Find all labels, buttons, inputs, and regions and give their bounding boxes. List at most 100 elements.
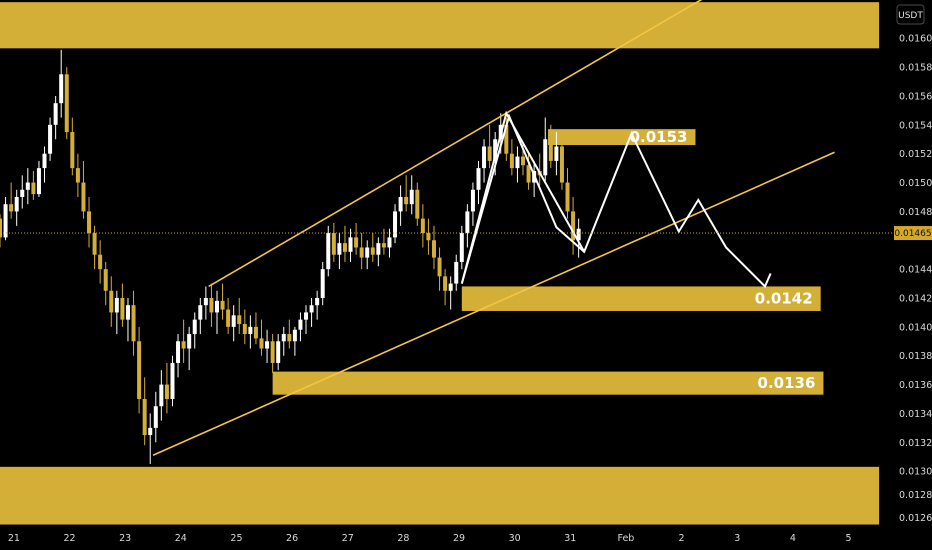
candle-body <box>53 103 58 125</box>
candle-body <box>148 427 153 436</box>
candle-body <box>81 182 86 212</box>
candle-body <box>326 233 331 270</box>
candle-body <box>565 182 570 212</box>
candle-body <box>153 406 158 428</box>
candle-body <box>415 189 420 219</box>
unit-label: USDT <box>898 11 923 21</box>
candle-body <box>404 196 409 205</box>
time-tick-label: 24 <box>175 533 187 544</box>
candle-body <box>248 326 253 335</box>
candle-body <box>337 243 342 255</box>
candle-body <box>176 341 181 363</box>
time-tick-label: 27 <box>342 533 354 544</box>
candle-body <box>576 228 581 241</box>
candle-body <box>398 196 403 212</box>
candle-body <box>75 168 80 183</box>
candle-body <box>482 146 487 169</box>
candle-body <box>309 305 314 313</box>
zone-0153-label: 0.0153 <box>630 128 688 146</box>
candle-body <box>526 165 531 183</box>
price-tick-label: 0.01284 <box>899 490 932 501</box>
candle-body <box>426 233 431 241</box>
candle-body <box>420 218 425 234</box>
candle-body <box>103 269 108 291</box>
time-tick-label: 26 <box>286 533 298 544</box>
bottom-zone <box>0 466 880 525</box>
candle-body <box>92 233 97 255</box>
candle-body <box>198 305 203 320</box>
candle-body <box>253 326 258 339</box>
candle-body <box>181 341 186 349</box>
candle-body <box>387 237 392 248</box>
candle-body <box>393 211 398 238</box>
candle-body <box>470 189 475 212</box>
candle-body <box>571 211 576 241</box>
candle-body <box>109 290 114 313</box>
candle-body <box>437 257 442 277</box>
candle-body <box>376 243 381 255</box>
time-axis-panel <box>0 526 932 550</box>
candle-body <box>203 297 208 306</box>
candle-body <box>521 156 526 166</box>
time-tick-label: 3 <box>734 533 740 544</box>
candle-body <box>3 204 8 238</box>
candle-body <box>131 305 136 342</box>
candle-body <box>137 341 142 400</box>
candle-body <box>87 211 92 234</box>
zone-0136 <box>272 371 824 395</box>
candle-body <box>509 153 514 169</box>
projection-path <box>460 113 772 289</box>
candle-body <box>381 243 386 248</box>
candle-body <box>209 297 214 313</box>
price-axis-panel <box>893 0 932 550</box>
candle-body <box>448 283 453 291</box>
candle-body <box>292 329 297 342</box>
unit-badge[interactable]: USDT <box>896 4 925 25</box>
candle-body <box>114 297 119 313</box>
zone-0136-label: 0.0136 <box>758 374 816 392</box>
candle-body <box>98 254 103 270</box>
time-tick-label: Feb <box>618 533 635 544</box>
candle-body <box>370 247 375 255</box>
candle-body <box>226 309 231 327</box>
candle-body <box>476 168 481 190</box>
candle-body <box>59 74 64 104</box>
current-price-badge: 0.01465 <box>894 226 932 241</box>
candle-body <box>70 132 75 169</box>
candle-body <box>48 124 53 154</box>
candle-body <box>465 211 470 234</box>
time-tick-label: 5 <box>845 533 851 544</box>
candle-body <box>431 240 436 258</box>
zone-0153 <box>548 129 696 146</box>
candle-body <box>64 74 69 133</box>
candle-body <box>487 146 492 161</box>
candle-body <box>164 384 169 400</box>
candle-body <box>20 189 25 197</box>
candle-body <box>42 153 47 169</box>
time-tick-label: 2 <box>679 533 685 544</box>
time-tick-label: 22 <box>64 533 76 544</box>
time-tick-label: 28 <box>397 533 409 544</box>
candle-body <box>459 233 464 262</box>
channel-upper-line <box>208 0 703 288</box>
time-tick-label: 31 <box>564 533 576 544</box>
top-zone <box>0 2 880 49</box>
candle-body <box>543 139 548 176</box>
candle-body <box>170 362 175 400</box>
candle-body <box>454 261 459 284</box>
time-tick-label: 25 <box>230 533 242 544</box>
pattern-path <box>460 110 586 284</box>
candle-body <box>14 196 19 212</box>
